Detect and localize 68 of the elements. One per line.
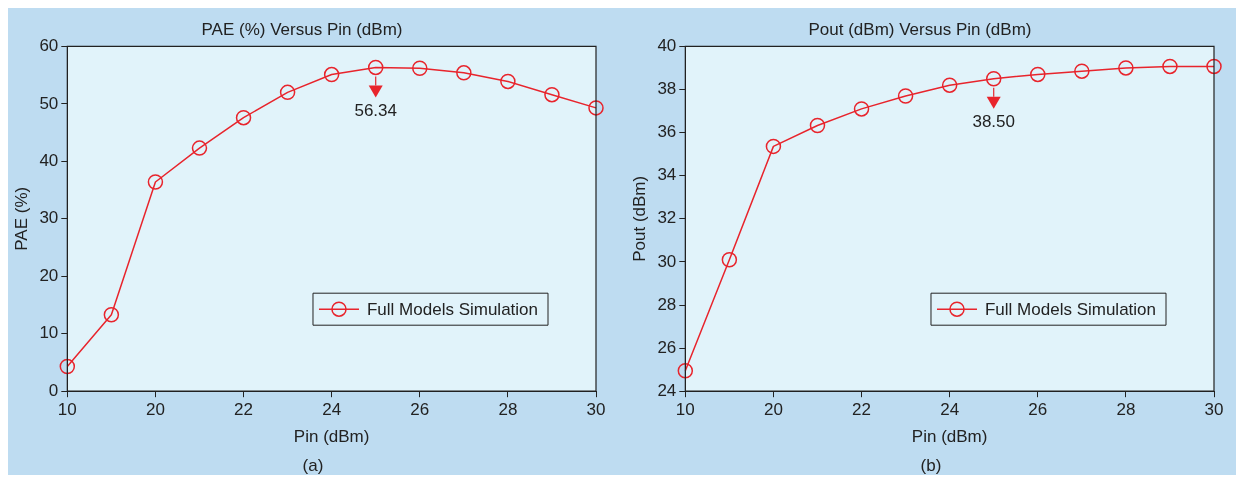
y-tick-label: 28 [657,294,677,314]
point [500,73,516,90]
y-tick-label: 34 [657,165,677,185]
y-tick-label: 32 [657,208,677,228]
x-axis-title: Pin (dBm) [911,427,988,447]
x-tick-label: 10 [57,400,77,420]
x-tick-label: 30 [1204,400,1224,420]
point [412,60,428,76]
point [588,100,604,116]
point [765,138,782,155]
point [456,65,472,81]
x-tick-label: 26 [410,400,430,420]
legend-label: Full Models Simulation [984,299,1156,319]
point [1030,66,1046,83]
y-tick-label: 60 [39,36,59,56]
legend-label: Full Models Simulation [366,299,538,319]
x-tick-label: 24 [322,400,342,420]
x-tick-label: 22 [852,400,871,420]
point [721,252,738,268]
y-axis-title: PAE (%) [11,186,31,251]
point [809,117,826,134]
y-tick-label: 36 [657,122,677,142]
point [985,70,1002,87]
y-tick-label: 50 [39,93,59,113]
chart-title: PAE (%) Versus Pin (dBm) [201,19,403,39]
y-tick-label: 24 [657,380,677,400]
point [1118,60,1134,76]
point [1162,58,1178,75]
text: (a) [301,456,325,476]
point [1074,63,1090,79]
y-tick-label: 20 [39,265,59,285]
x-axis-title: Pin (dBm) [293,427,370,447]
y-tick-label: 40 [39,151,59,171]
point [103,307,120,323]
y-tick-label: 10 [39,323,59,343]
annotation: 56.34 [354,100,397,120]
y-axis-title: Pout (dBm) [629,175,649,262]
x-tick-label: 10 [675,400,695,420]
chart-title: Pout (dBm) Versus Pin (dBm) [808,19,1032,39]
x-tick-label: 22 [234,400,253,420]
y-tick-label: 38 [657,79,677,99]
point [147,174,164,190]
x-tick-label: 30 [586,400,606,420]
point [897,88,914,104]
point [853,101,870,117]
point [59,358,76,375]
point [941,77,958,93]
x-tick-label: 26 [1028,400,1048,420]
point [323,66,340,83]
annotation: 38.50 [972,111,1015,131]
x-tick-label: 28 [1116,400,1136,420]
y-tick-label: 30 [657,251,677,271]
y-tick-label: 26 [657,337,677,357]
x-tick-label: 20 [763,400,783,420]
point [1206,58,1222,75]
point [367,59,384,76]
point [677,362,694,379]
point [191,140,208,156]
x-tick-label: 24 [940,400,960,420]
point [235,109,252,126]
x-tick-label: 20 [145,400,165,420]
x-tick-label: 28 [498,400,518,420]
y-tick-label: 0 [48,380,59,400]
text: (b) [919,456,943,476]
y-tick-label: 30 [39,208,59,228]
point [279,84,296,101]
y-tick-label: 40 [657,36,677,56]
point [544,86,560,103]
